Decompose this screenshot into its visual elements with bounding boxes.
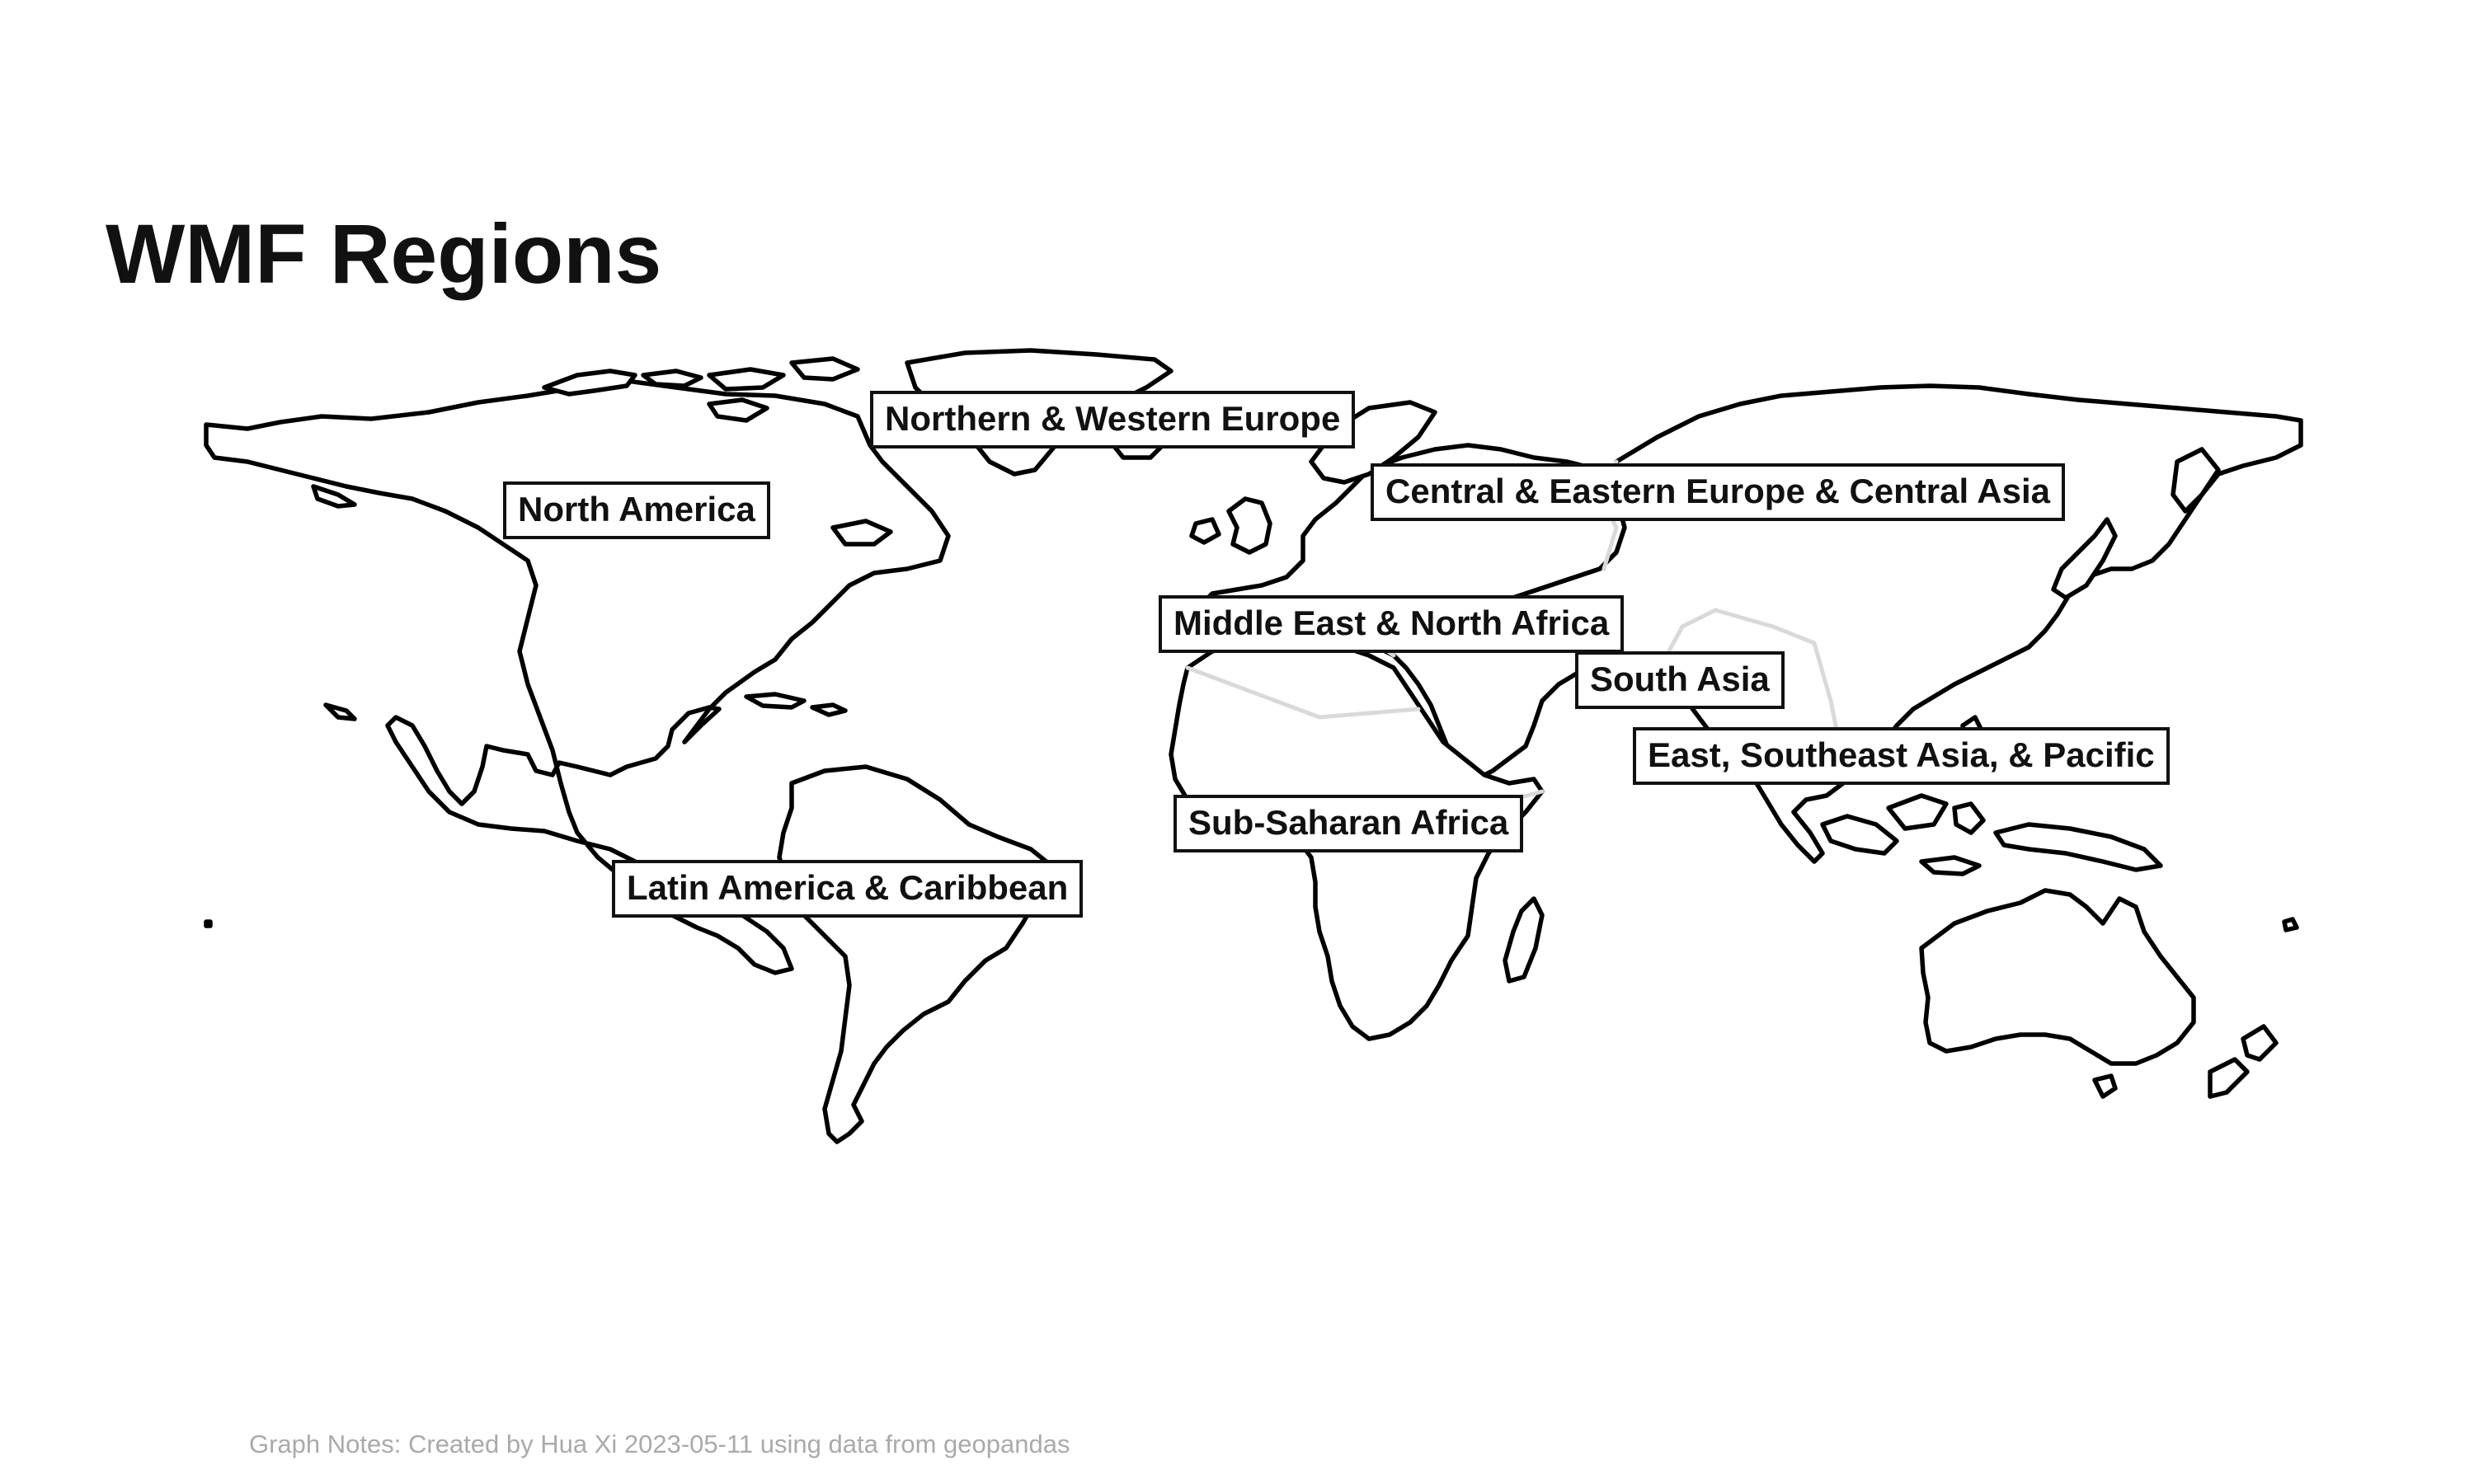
region-label-northern-western-europe: Northern & Western Europe	[870, 391, 1356, 448]
map-title: WMF Regions	[106, 207, 662, 301]
south-america-landmass	[777, 764, 1054, 1144]
region-label-central-eastern-europe-central-asia: Central & Eastern Europe & Central Asia	[1371, 463, 2065, 521]
graph-notes: Graph Notes: Created by Hua Xi 2023-05-1…	[249, 1430, 1070, 1458]
region-label-north-america: North America	[503, 481, 770, 539]
region-label-south-asia: South Asia	[1575, 651, 1785, 709]
region-label-latin-america-caribbean: Latin America & Caribbean	[612, 860, 1084, 918]
australia-landmass	[1919, 888, 2196, 1066]
region-label-sub-saharan-africa: Sub-Saharan Africa	[1174, 795, 1524, 852]
region-label-east-southeast-asia-pacific: East, Southeast Asia, & Pacific	[1633, 727, 2170, 785]
region-label-middle-east-north-africa: Middle East & North Africa	[1159, 595, 1625, 653]
